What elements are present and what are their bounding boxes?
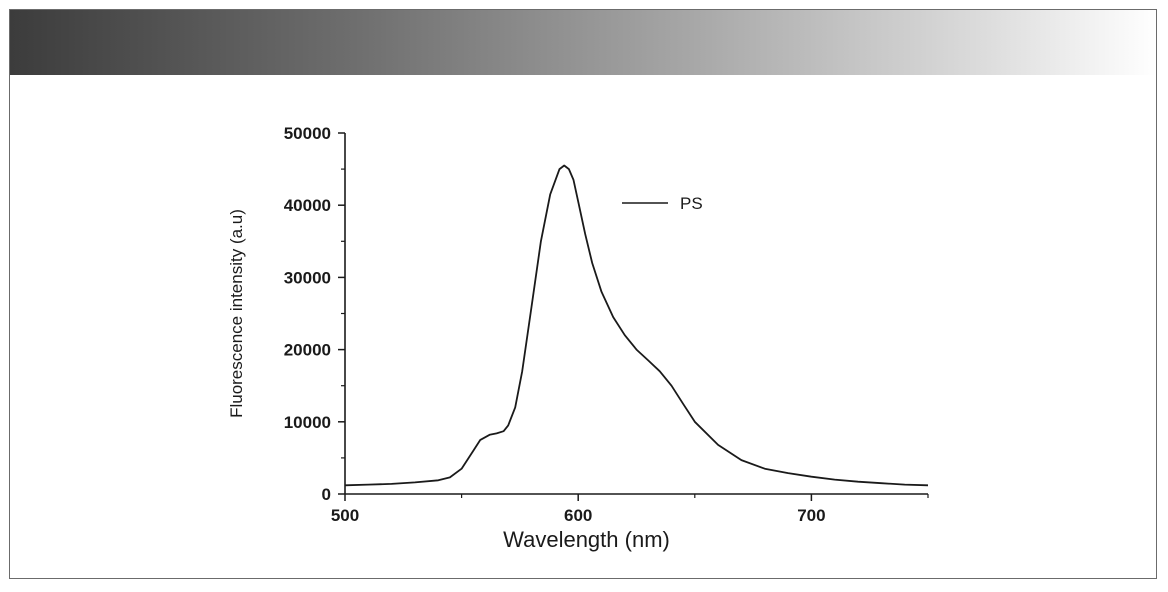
series-line-ps	[344, 164, 929, 487]
y-tick-label-30000: 30000	[284, 268, 331, 287]
legend-label-ps: PS	[680, 194, 703, 213]
y-tick-label-40000: 40000	[284, 196, 331, 215]
tick-labels: 0 10000 20000 30000 40000 50000 500 600 700	[284, 124, 826, 525]
figure-frame	[9, 9, 1157, 579]
y-tick-label-10000: 10000	[284, 413, 331, 432]
x-tick-label-500: 500	[331, 506, 359, 525]
x-tick-label-700: 700	[797, 506, 825, 525]
y-tick-label-50000: 50000	[284, 124, 331, 143]
x-tick-label-600: 600	[564, 506, 592, 525]
y-tick-label-0: 0	[322, 485, 331, 504]
legend: PS	[622, 194, 703, 213]
y-axis-title: Fluorescence intensity (a.u)	[227, 209, 246, 418]
y-tick-label-20000: 20000	[284, 341, 331, 360]
header-gradient-band	[10, 10, 1156, 75]
x-axis-title: Wavelength (nm)	[503, 527, 670, 552]
chart-axes	[344, 133, 928, 495]
tick-marks	[338, 132, 929, 501]
